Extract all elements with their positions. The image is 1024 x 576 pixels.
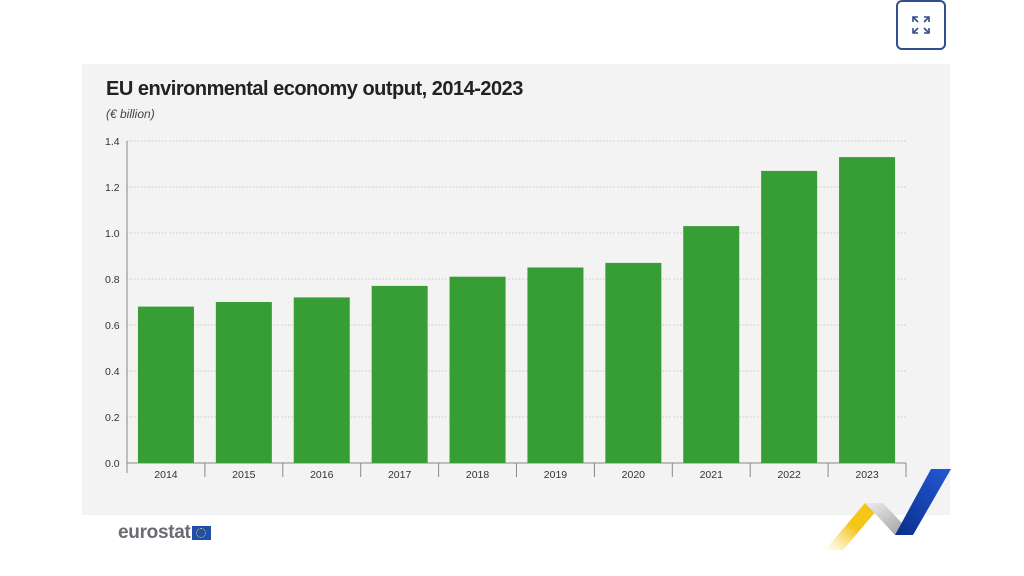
x-tick-label: 2023 [855, 469, 879, 481]
x-tick-label: 2022 [777, 469, 801, 481]
bar-2019 [527, 267, 584, 463]
bar-2014 [137, 306, 194, 463]
y-tick-label: 1.2 [105, 182, 120, 194]
y-tick-label: 0.8 [105, 274, 120, 286]
y-tick-label: 0.4 [105, 366, 120, 378]
chart-subtitle: (€ billion) [106, 107, 155, 121]
bar-2022 [761, 170, 818, 463]
bar-2023 [839, 157, 896, 463]
bar-2018 [449, 276, 506, 463]
bar-2021 [683, 226, 740, 463]
x-tick-label: 2017 [388, 469, 412, 481]
eurostat-swoosh-logo [825, 469, 951, 550]
x-tick-label: 2021 [700, 469, 724, 481]
expand-icon [912, 16, 930, 34]
y-tick-label: 1.0 [105, 228, 120, 240]
expand-button[interactable] [896, 0, 946, 50]
x-tick-label: 2018 [466, 469, 490, 481]
eurostat-logo: eurostat [118, 522, 211, 544]
bar-2016 [293, 297, 350, 463]
bar-2015 [215, 302, 272, 463]
x-tick-label: 2014 [154, 469, 178, 481]
y-tick-label: 1.4 [105, 136, 120, 148]
y-tick-label: 0.2 [105, 412, 120, 424]
x-tick-label: 2020 [622, 469, 646, 481]
y-tick-label: 0.0 [105, 458, 120, 470]
bar-2017 [371, 285, 428, 463]
bar-2020 [605, 262, 662, 463]
y-tick-label: 0.6 [105, 320, 120, 332]
x-tick-label: 2015 [232, 469, 256, 481]
x-tick-label: 2016 [310, 469, 334, 481]
chart-title: EU environmental economy output, 2014-20… [106, 78, 523, 100]
eu-flag-icon [191, 526, 211, 540]
x-tick-label: 2019 [544, 469, 568, 481]
